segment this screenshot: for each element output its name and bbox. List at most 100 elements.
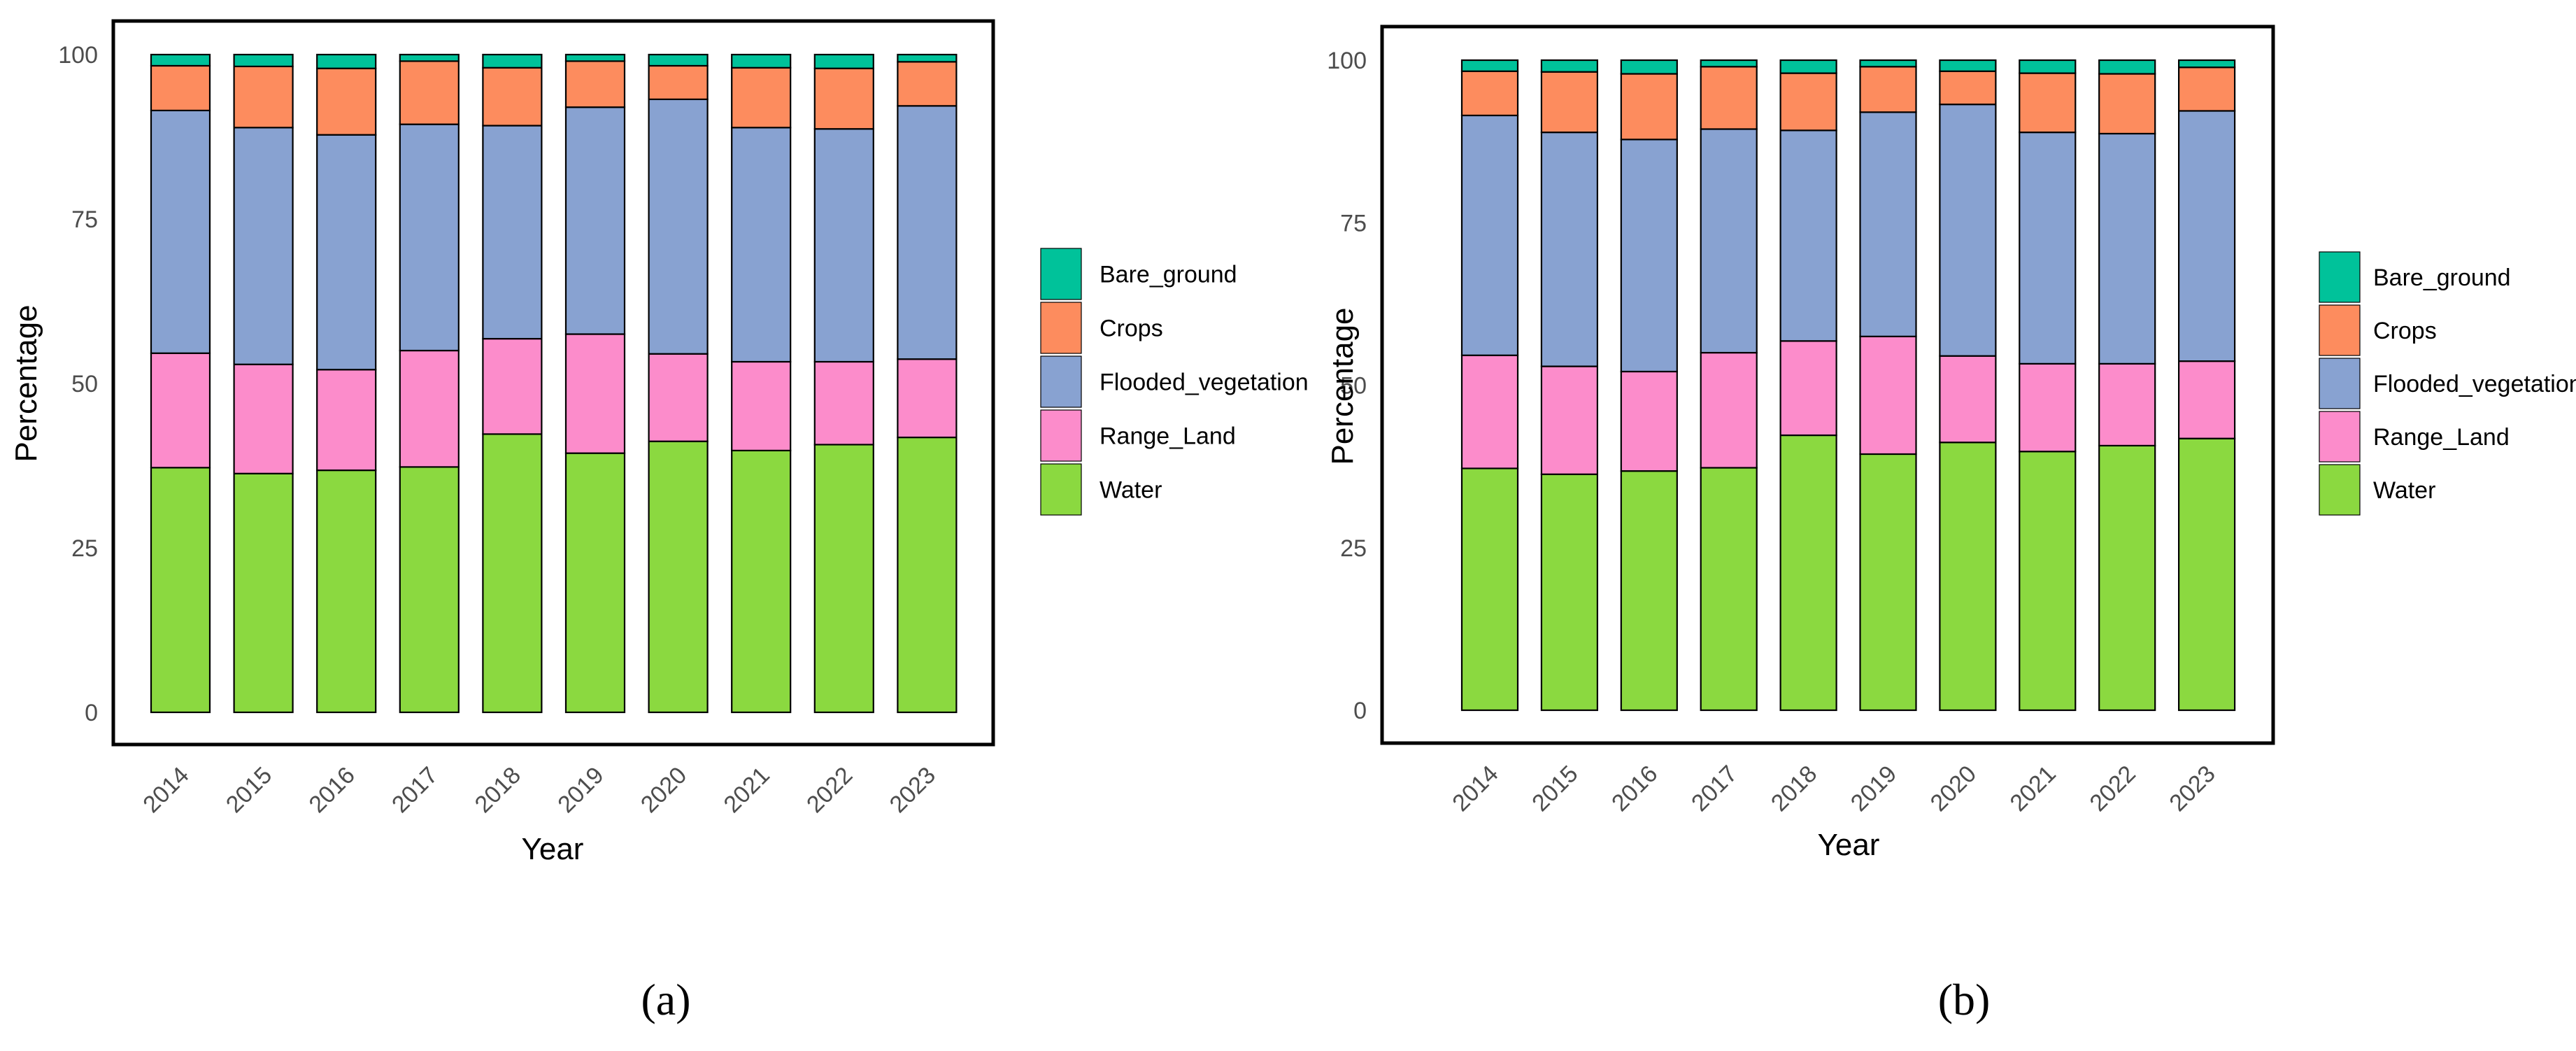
bar-range-land-2015 — [1540, 365, 1598, 475]
bar-range-land-2014 — [1460, 354, 1519, 470]
bar-bare-ground-2022 — [813, 53, 874, 69]
bar-flooded-vegetation-2018 — [482, 125, 543, 340]
y-tick-label: 100 — [1327, 48, 1367, 74]
bar-water-2014 — [1460, 467, 1519, 712]
bar-flooded-vegetation-2020 — [1939, 104, 1997, 357]
bar-bare-ground-2018 — [482, 53, 543, 69]
bar-crops-2019 — [564, 60, 626, 108]
legend-swatch-crops — [1040, 302, 1082, 354]
y-tick-label: 0 — [1353, 698, 1367, 724]
legend-swatch-bare-ground — [1040, 248, 1082, 300]
legend: Bare_ground Crops Flooded_vegetation Range_… — [2319, 251, 2576, 516]
y-tick-label: 0 — [85, 700, 98, 726]
x-tick-label: 2016 — [1607, 761, 1663, 817]
bar-range-land-2014 — [150, 352, 211, 469]
bar-range-land-2019 — [1859, 335, 1917, 456]
bar-crops-2018 — [482, 66, 543, 127]
bar-flooded-vegetation-2022 — [2098, 132, 2156, 365]
x-tick-label: 2020 — [636, 762, 692, 818]
bar-bare-ground-2014 — [1460, 59, 1519, 72]
bar-range-land-2018 — [1779, 340, 1837, 437]
y-tick-label: 50 — [71, 371, 98, 397]
bar-water-2015 — [1540, 473, 1598, 712]
bar-water-2017 — [399, 466, 460, 714]
bar-water-2018 — [1779, 434, 1837, 712]
bar-flooded-vegetation-2023 — [897, 105, 958, 360]
bar-range-land-2016 — [316, 369, 377, 472]
bar-crops-2023 — [2178, 66, 2236, 112]
y-tick-label: 25 — [71, 535, 98, 562]
bar-bare-ground-2017 — [1700, 59, 1758, 68]
y-tick-label: 75 — [1340, 210, 1367, 237]
bar-crops-2020 — [1939, 70, 1997, 106]
bar-crops-2018 — [1779, 72, 1837, 132]
panel-label: (a) — [641, 975, 690, 1024]
bar-range-land-2017 — [1700, 351, 1758, 469]
x-tick-label: 2014 — [1447, 761, 1503, 817]
x-tick-label: 2019 — [1846, 761, 1902, 817]
legend-swatch-flooded-vegetation — [1040, 355, 1082, 408]
bar-bare-ground-2017 — [399, 53, 460, 62]
bar-water-2017 — [1700, 467, 1758, 712]
bar-range-land-2022 — [2098, 362, 2156, 446]
bar-bare-ground-2015 — [233, 53, 294, 68]
bar-bare-ground-2023 — [897, 53, 958, 63]
legend-swatch-flooded-vegetation — [2319, 358, 2361, 409]
x-axis-title: Year — [522, 832, 584, 866]
bar-bare-ground-2023 — [2178, 59, 2236, 69]
bar-crops-2014 — [1460, 70, 1519, 117]
bar-crops-2023 — [897, 61, 958, 107]
y-tick-label: 75 — [71, 206, 98, 233]
y-tick-label: 25 — [1340, 535, 1367, 562]
legend-label-water: Water — [2373, 477, 2435, 504]
x-tick-label: 2021 — [2005, 761, 2061, 817]
panel-label: (b) — [1938, 975, 1991, 1024]
bar-water-2018 — [482, 433, 543, 714]
x-tick-label: 2021 — [719, 762, 775, 818]
bar-crops-2022 — [813, 67, 874, 130]
legend-swatch-crops — [2319, 304, 2361, 356]
bar-flooded-vegetation-2016 — [1620, 139, 1678, 373]
bar-range-land-2016 — [1620, 370, 1678, 472]
bar-flooded-vegetation-2021 — [2019, 132, 2077, 365]
bar-crops-2019 — [1859, 66, 1917, 113]
x-tick-label: 2022 — [2085, 761, 2141, 817]
legend-label-flooded-vegetation: Flooded_vegetation — [2373, 371, 2576, 397]
x-tick-label: 2020 — [1926, 761, 1981, 817]
bar-water-2023 — [897, 436, 958, 714]
x-axis-title: Year — [1818, 828, 1880, 862]
chart-panel-b: 0 25 50 75 100 2014 2015 2016 2017 2018 2019 2020 20… — [1325, 24, 2576, 1024]
x-tick-label: 2015 — [1527, 761, 1583, 817]
bar-water-2021 — [731, 449, 792, 714]
bar-bare-ground-2021 — [731, 53, 792, 69]
bar-bare-ground-2014 — [150, 53, 211, 67]
legend-label-range-land: Range_Land — [1100, 423, 1236, 450]
bar-crops-2016 — [1620, 73, 1678, 141]
bar-flooded-vegetation-2017 — [1700, 128, 1758, 354]
chart-panel-a: 0 25 50 75 100 2014 2015 2016 2017 2018 2019 2020 20… — [9, 19, 1309, 1024]
legend-label-crops: Crops — [2373, 318, 2437, 344]
bar-flooded-vegetation-2019 — [564, 106, 626, 335]
bar-range-land-2020 — [648, 353, 709, 442]
legend-label-range-land: Range_Land — [2373, 424, 2510, 451]
bar-water-2014 — [150, 467, 211, 714]
x-tick-label: 2017 — [1686, 761, 1742, 817]
y-axis-title: Percentage — [1325, 307, 1360, 465]
bar-water-2020 — [648, 440, 709, 714]
legend-label-flooded-vegetation: Flooded_vegetation — [1100, 369, 1309, 396]
bar-water-2022 — [2098, 444, 2156, 712]
bar-range-land-2023 — [897, 358, 958, 439]
legend-label-crops: Crops — [1100, 316, 1163, 342]
legend-swatch-range-land — [2319, 411, 2361, 463]
bar-water-2016 — [316, 469, 377, 714]
legend: Bare_ground Crops Flooded_vegetation Range_… — [1040, 248, 1309, 516]
bar-range-land-2021 — [2019, 362, 2077, 453]
bar-flooded-vegetation-2023 — [2178, 110, 2236, 362]
bar-bare-ground-2019 — [564, 53, 626, 62]
bar-flooded-vegetation-2014 — [1460, 114, 1519, 356]
bar-bare-ground-2019 — [1859, 59, 1917, 68]
bar-range-land-2018 — [482, 337, 543, 435]
bar-range-land-2021 — [731, 360, 792, 451]
bar-flooded-vegetation-2015 — [233, 127, 294, 365]
